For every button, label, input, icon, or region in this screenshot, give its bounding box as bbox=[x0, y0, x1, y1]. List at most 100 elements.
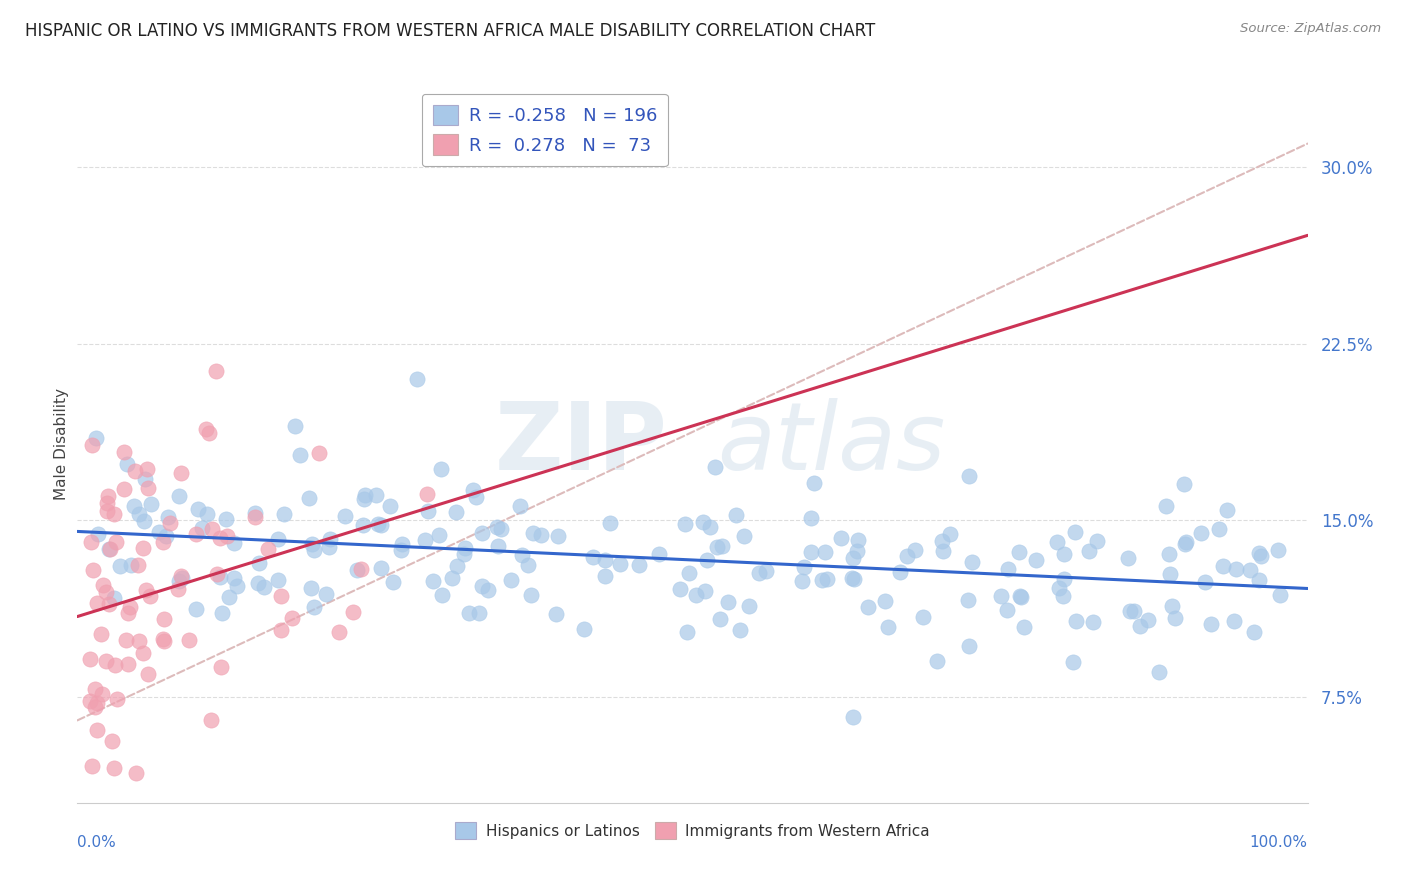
Point bbox=[370, 560, 392, 574]
Point bbox=[457, 607, 479, 621]
Point bbox=[281, 611, 304, 625]
Point bbox=[266, 532, 288, 546]
Point bbox=[938, 526, 960, 541]
Point bbox=[574, 622, 596, 636]
Point bbox=[842, 551, 865, 566]
Point bbox=[790, 574, 813, 589]
Point bbox=[1062, 655, 1084, 669]
Point bbox=[84, 431, 107, 445]
Point bbox=[856, 599, 879, 614]
Point bbox=[342, 605, 364, 619]
Point bbox=[811, 573, 834, 587]
Point bbox=[685, 588, 707, 602]
Point bbox=[112, 444, 135, 458]
Point bbox=[169, 569, 191, 583]
Point bbox=[127, 558, 149, 573]
Point bbox=[813, 545, 835, 559]
Point bbox=[82, 563, 104, 577]
Y-axis label: Male Disability: Male Disability bbox=[53, 388, 69, 500]
Point bbox=[315, 587, 337, 601]
Point bbox=[830, 531, 852, 545]
Point bbox=[678, 566, 700, 580]
Point bbox=[79, 652, 101, 666]
Point bbox=[222, 535, 245, 549]
Point bbox=[1249, 546, 1271, 560]
Point bbox=[96, 489, 118, 503]
Point bbox=[755, 565, 778, 579]
Point bbox=[132, 514, 155, 528]
Point bbox=[382, 574, 405, 589]
Point bbox=[1014, 620, 1036, 634]
Point bbox=[547, 528, 569, 542]
Point bbox=[353, 492, 375, 507]
Point bbox=[79, 535, 101, 549]
Point bbox=[103, 508, 125, 522]
Point bbox=[211, 606, 233, 620]
Point bbox=[243, 510, 266, 524]
Point bbox=[692, 515, 714, 529]
Point bbox=[1008, 545, 1031, 559]
Point bbox=[94, 585, 117, 599]
Point bbox=[1267, 542, 1289, 557]
Point bbox=[136, 481, 159, 495]
Point bbox=[117, 657, 139, 672]
Point bbox=[117, 606, 139, 620]
Point bbox=[1268, 588, 1291, 602]
Point bbox=[104, 658, 127, 673]
Point bbox=[125, 766, 148, 780]
Point bbox=[209, 660, 232, 674]
Point bbox=[997, 562, 1019, 576]
Point bbox=[124, 464, 146, 478]
Point bbox=[284, 419, 307, 434]
Point bbox=[141, 497, 163, 511]
Point bbox=[301, 536, 323, 550]
Point bbox=[931, 533, 953, 548]
Point bbox=[132, 646, 155, 660]
Point bbox=[1008, 590, 1031, 604]
Point bbox=[1225, 562, 1247, 576]
Point bbox=[441, 571, 464, 585]
Point bbox=[218, 590, 240, 604]
Point bbox=[245, 506, 267, 520]
Point bbox=[1025, 553, 1047, 567]
Point bbox=[1160, 599, 1182, 613]
Point bbox=[1208, 522, 1230, 536]
Point bbox=[593, 553, 616, 567]
Point bbox=[222, 571, 245, 585]
Point bbox=[673, 516, 696, 531]
Point bbox=[932, 543, 955, 558]
Point bbox=[86, 723, 108, 737]
Point bbox=[609, 558, 631, 572]
Point bbox=[889, 565, 911, 579]
Point bbox=[86, 697, 108, 711]
Point bbox=[1154, 499, 1177, 513]
Point bbox=[628, 558, 651, 573]
Point bbox=[266, 574, 288, 588]
Point bbox=[184, 602, 207, 616]
Point bbox=[152, 535, 174, 549]
Text: HISPANIC OR LATINO VS IMMIGRANTS FROM WESTERN AFRICA MALE DISABILITY CORRELATION: HISPANIC OR LATINO VS IMMIGRANTS FROM WE… bbox=[25, 22, 876, 40]
Point bbox=[103, 760, 125, 774]
Point bbox=[842, 709, 865, 723]
Point bbox=[1243, 624, 1265, 639]
Point bbox=[273, 508, 295, 522]
Point bbox=[1052, 590, 1074, 604]
Point bbox=[169, 574, 191, 588]
Legend: Hispanics or Latinos, Immigrants from Western Africa: Hispanics or Latinos, Immigrants from We… bbox=[449, 815, 936, 846]
Point bbox=[91, 578, 114, 592]
Point bbox=[1078, 544, 1101, 558]
Point bbox=[706, 540, 728, 554]
Point bbox=[270, 590, 292, 604]
Point bbox=[427, 527, 450, 541]
Point bbox=[120, 558, 142, 572]
Point bbox=[1239, 563, 1261, 577]
Point bbox=[96, 495, 118, 509]
Point bbox=[177, 633, 200, 648]
Point bbox=[172, 571, 194, 585]
Point bbox=[205, 566, 228, 581]
Point bbox=[91, 687, 114, 701]
Point bbox=[1173, 477, 1195, 491]
Point bbox=[155, 529, 177, 543]
Point bbox=[485, 520, 508, 534]
Point bbox=[257, 542, 280, 557]
